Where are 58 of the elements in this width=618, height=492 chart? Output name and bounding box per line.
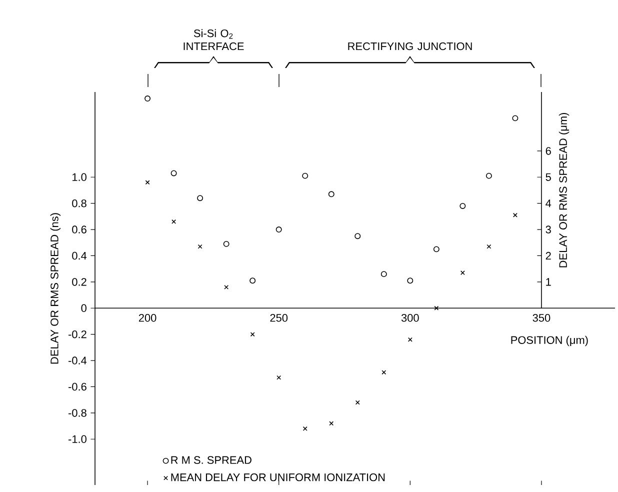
- point: [433, 246, 440, 252]
- x-tick-label: 250: [270, 314, 288, 322]
- point: [512, 212, 518, 218]
- y2-tick-label: 4: [546, 200, 552, 208]
- x-axis-title: POSITION (μm): [511, 336, 588, 346]
- y2-tick-label: 2: [546, 252, 551, 260]
- x-tick-label: 350: [532, 314, 550, 322]
- point: [512, 115, 518, 122]
- x-tick-label: 300: [401, 314, 419, 322]
- point: [172, 219, 176, 224]
- y-tick-label: 0.6: [72, 226, 86, 234]
- y2-tick-label: 6: [546, 147, 551, 155]
- point: [329, 421, 334, 426]
- point: [302, 172, 308, 179]
- point: [460, 202, 466, 209]
- y-tick-label: -1.0: [68, 435, 86, 444]
- point: [486, 172, 492, 179]
- legend-label: R M S. SPREAD: [171, 456, 252, 464]
- y2-tick-label: 5: [546, 173, 551, 181]
- point: [170, 170, 177, 176]
- y-tick-label: -0.4: [68, 356, 87, 364]
- point: [276, 226, 282, 233]
- legend-label: MEAN DELAY FOR UNIFORM IONIZATION: [171, 473, 385, 482]
- point: [198, 244, 202, 249]
- y-tick-label: 1.0: [72, 173, 86, 182]
- y-axis-title: DELAY OR RMS SPREAD (ns): [50, 213, 61, 364]
- x-tick-label: 200: [138, 314, 156, 322]
- point: [224, 284, 229, 290]
- point: [408, 337, 412, 342]
- y-tick-label: 0.2: [72, 278, 86, 286]
- text: Si-Si O$_{2}$ INTERFACE: [184, 29, 244, 50]
- y-tick-label: -0.2: [68, 330, 86, 338]
- point: [197, 195, 204, 202]
- y2-axis-title: DELAY OR RMS SPREAD (μm): [558, 112, 570, 268]
- point: [144, 96, 151, 102]
- point: [250, 332, 255, 337]
- y2-tick-label: 3: [546, 226, 551, 234]
- y-tick-label: -0.8: [68, 409, 86, 417]
- point: [434, 306, 439, 310]
- y-tick-label: 0: [81, 304, 86, 312]
- point: [145, 180, 150, 185]
- point: [354, 233, 361, 240]
- y-tick-label: 0.8: [72, 199, 86, 208]
- text: RECTIFYING JUNCTION: [348, 42, 472, 50]
- point: [460, 270, 465, 275]
- point: [250, 278, 256, 284]
- point: [355, 400, 360, 405]
- point: [486, 244, 492, 249]
- y2-tick-label: 1: [546, 278, 551, 286]
- point: [302, 426, 308, 431]
- point: [407, 278, 414, 284]
- point: [276, 375, 282, 380]
- point: [328, 191, 334, 198]
- point: [382, 370, 386, 375]
- point: [223, 240, 230, 247]
- y-tick-label: 0.4: [72, 252, 87, 260]
- point: [380, 271, 387, 278]
- y-tick-label: -0.6: [68, 382, 86, 391]
